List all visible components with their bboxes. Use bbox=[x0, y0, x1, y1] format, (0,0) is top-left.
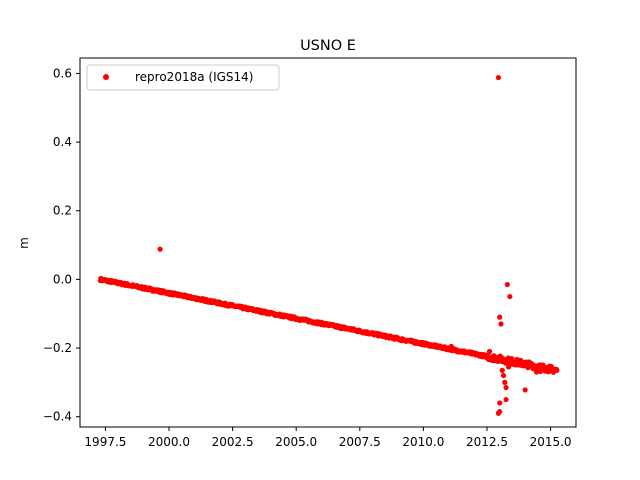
data-point-outlier bbox=[537, 368, 543, 374]
data-point-outlier bbox=[504, 281, 510, 288]
data-point-outlier bbox=[503, 384, 509, 391]
y-tick-label: −0.4 bbox=[43, 410, 72, 424]
legend-box bbox=[86, 64, 280, 91]
x-tick-label: 2015.0 bbox=[530, 435, 572, 449]
data-point-outlier bbox=[505, 364, 512, 370]
x-tick-label: 2002.5 bbox=[212, 435, 254, 449]
data-point-outlier bbox=[497, 400, 503, 406]
x-tick-label: 2005.0 bbox=[275, 435, 317, 449]
data-point-outlier bbox=[486, 348, 493, 355]
x-tick-label: 2010.0 bbox=[402, 435, 444, 449]
data-point-outlier bbox=[507, 293, 513, 300]
x-tick-label: 2000.0 bbox=[148, 435, 190, 449]
y-tick-label: 0.6 bbox=[53, 66, 72, 80]
data-point-outlier bbox=[448, 343, 454, 349]
x-tick-label: 2012.5 bbox=[466, 435, 508, 449]
plot-frame bbox=[79, 57, 577, 428]
data-point-outlier bbox=[502, 379, 508, 385]
x-tick-label: 1997.5 bbox=[84, 435, 126, 449]
chart-title: USNO E bbox=[300, 38, 356, 54]
legend-marker bbox=[103, 74, 109, 80]
data-point-outlier bbox=[497, 314, 503, 320]
y-tick-label: 0.2 bbox=[53, 204, 72, 218]
data-point-outlier bbox=[500, 359, 507, 365]
legend-label: repro2018a (IGS14) bbox=[135, 70, 253, 84]
data-point-outlier bbox=[157, 246, 163, 252]
data-point-outlier bbox=[522, 387, 528, 393]
data-point-outlier bbox=[498, 321, 504, 327]
data-point bbox=[509, 356, 515, 362]
y-tick-label: −0.2 bbox=[43, 341, 72, 355]
data-point bbox=[554, 367, 560, 373]
data-point-outlier bbox=[503, 396, 509, 403]
y-tick-label: 0.0 bbox=[53, 272, 72, 286]
data-point-outlier bbox=[495, 410, 502, 416]
legend: repro2018a (IGS14) bbox=[86, 64, 280, 91]
data-points-layer bbox=[97, 74, 560, 416]
data-point-outlier bbox=[500, 372, 507, 379]
data-point-outlier bbox=[495, 74, 502, 81]
y-axis-ticks: −0.4 −0.2 0.0 0.2 0.4 0.6 bbox=[43, 66, 80, 424]
x-tick-label: 2007.5 bbox=[339, 435, 381, 449]
x-axis-ticks: 1997.5 2000.0 2002.5 2005.0 2007.5 2010.0 2012… bbox=[84, 427, 572, 449]
y-axis-label: m bbox=[17, 237, 31, 249]
data-point-outlier bbox=[499, 367, 505, 373]
y-tick-label: 0.4 bbox=[53, 135, 72, 149]
